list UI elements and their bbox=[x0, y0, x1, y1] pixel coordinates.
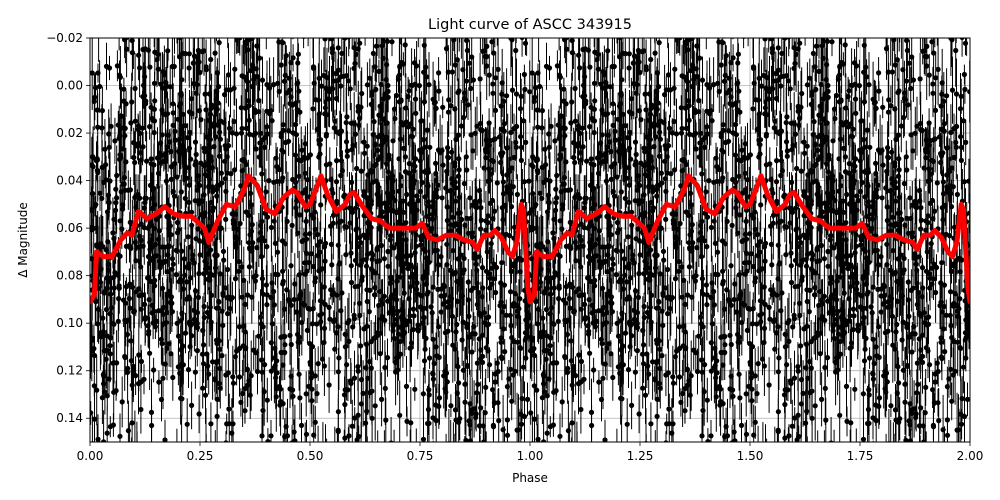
y-tick-label: 0.12 bbox=[56, 364, 83, 378]
y-tick-label: 0.08 bbox=[56, 269, 83, 283]
mean-curve-line bbox=[90, 173, 970, 305]
y-tick-label: 0.04 bbox=[56, 174, 83, 188]
y-tick-label: −0.02 bbox=[46, 31, 83, 45]
x-tick-label: 1.75 bbox=[847, 449, 874, 463]
x-axis-label: Phase bbox=[512, 471, 548, 485]
y-tick-label: 0.02 bbox=[56, 126, 83, 140]
mean-curve bbox=[90, 173, 970, 305]
x-tick-label: 1.25 bbox=[627, 449, 654, 463]
x-tick-label: 0.50 bbox=[297, 449, 324, 463]
x-tick-label: 1.00 bbox=[517, 449, 544, 463]
y-tick-label: 0.10 bbox=[56, 316, 83, 330]
x-tick-label: 0.75 bbox=[407, 449, 434, 463]
x-axis-ticks: 0.00 0.25 0.50 0.75 1.00 1.25 1.50 1.75 2.00 bbox=[77, 442, 984, 463]
y-axis-ticks: −0.02 0.00 0.02 0.04 0.06 0.08 0.10 0.12 0.14 bbox=[46, 31, 90, 425]
x-tick-label: 2.00 bbox=[957, 449, 984, 463]
x-tick-label: 0.00 bbox=[77, 449, 104, 463]
chart-title: Light curve of ASCC 343915 bbox=[428, 17, 632, 33]
x-tick-label: 0.25 bbox=[187, 449, 214, 463]
x-tick-label: 1.50 bbox=[737, 449, 764, 463]
y-tick-label: 0.06 bbox=[56, 221, 83, 235]
data-points bbox=[90, 38, 970, 442]
y-tick-label: 0.14 bbox=[56, 411, 83, 425]
observation-points bbox=[90, 38, 970, 442]
y-axis-label: Δ Magnitude bbox=[16, 202, 30, 278]
y-tick-label: 0.00 bbox=[56, 79, 83, 93]
